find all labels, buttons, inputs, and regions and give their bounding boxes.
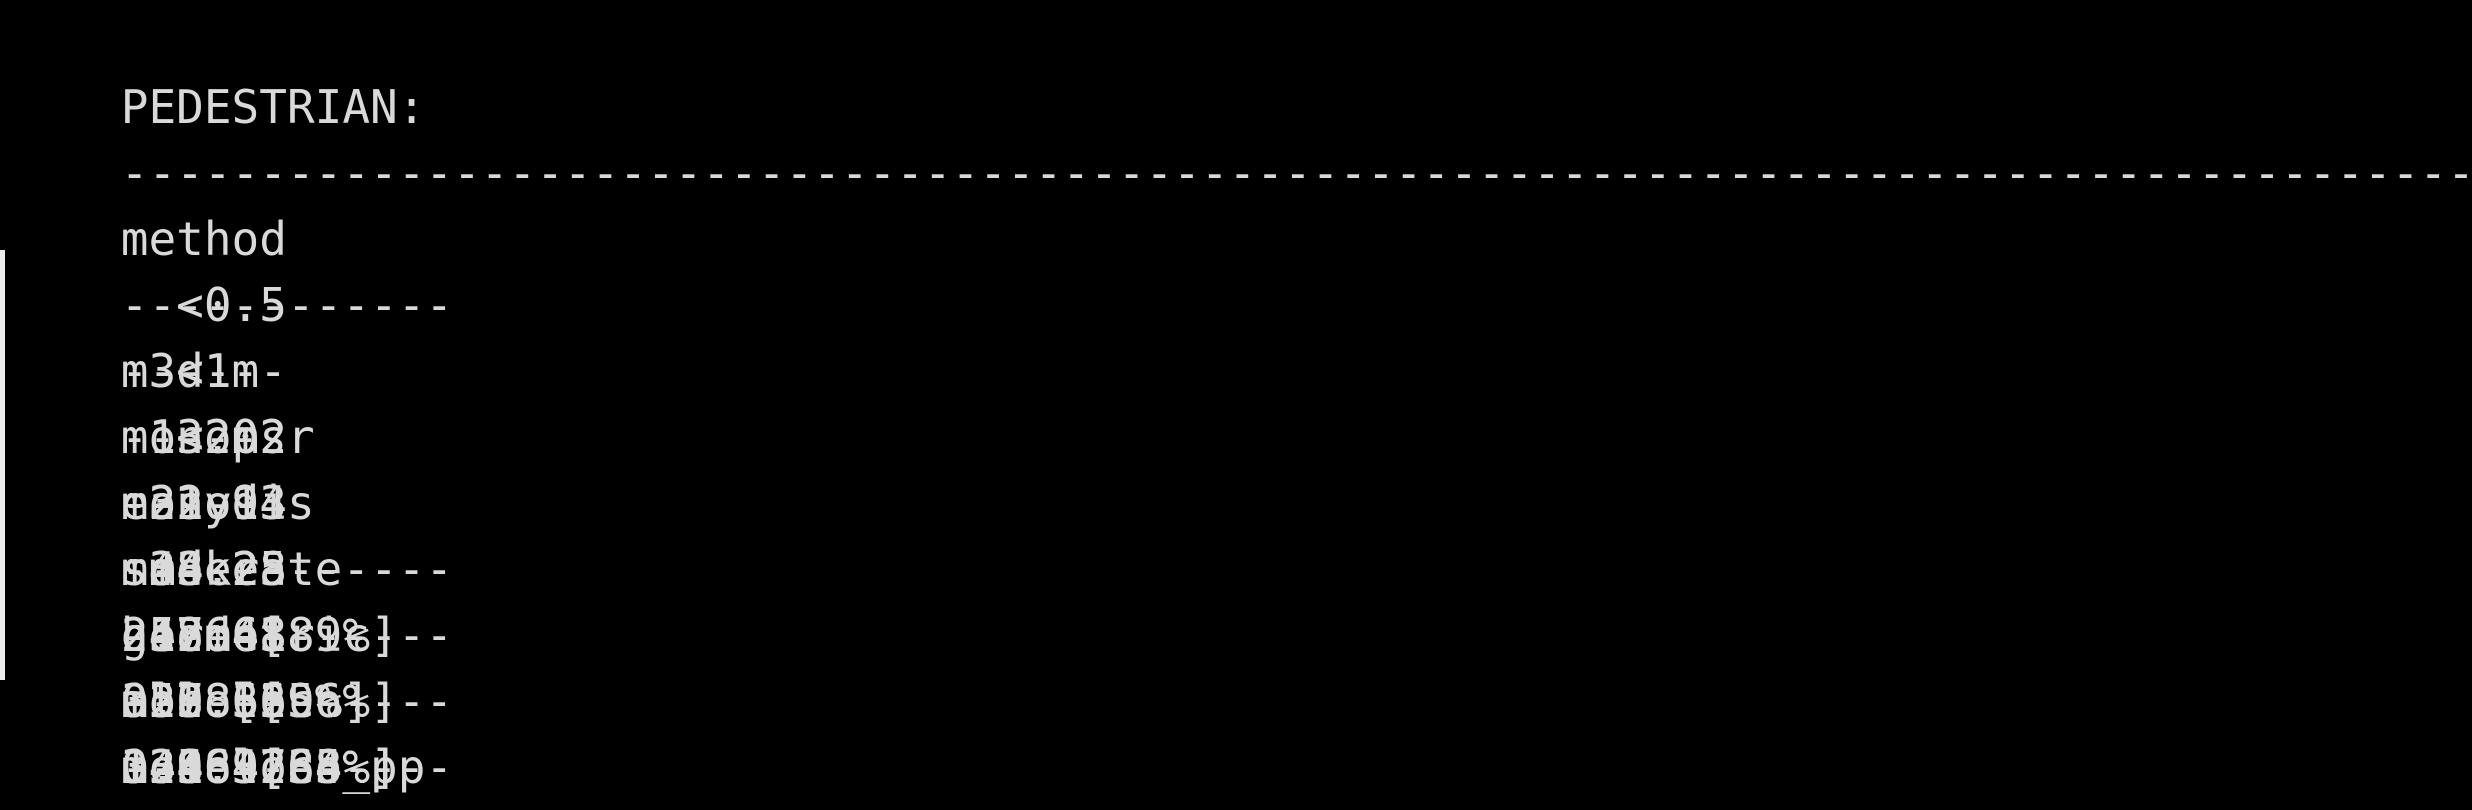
separator-moderate: ------------	[120, 608, 454, 662]
cell-lt2m: 38.28	[148, 542, 287, 596]
cell-lt05: 33.2	[148, 542, 260, 596]
top-separator-line: ----------------------------------------…	[10, 74, 2472, 200]
column-separator-row: ------------ ------ ----- ----- --------…	[10, 206, 508, 794]
cell-lt1m: 43.37	[121, 800, 286, 810]
cell-method: monopsr	[120, 410, 315, 464]
cell-lt05: 25.3	[148, 740, 260, 794]
cell-all: 2.62 [69%]	[121, 800, 453, 810]
table-row: task_error 47.14 61.31 68.07 0.46 [89%] …	[10, 734, 508, 810]
separator-lt2m: -----	[120, 476, 260, 530]
cell-moderate: 1.26 [64%]	[121, 800, 453, 810]
table-row: monoloco 25.3 43.37 60.52 0.95 [89%] 0.9…	[10, 602, 508, 810]
table-header-row: method <0.5 <1m <2m easy moderate hard a…	[10, 140, 508, 728]
selection-bar	[0, 250, 5, 680]
cell-lt05: 31.14	[148, 476, 287, 530]
cell-method: monoloco_pp	[120, 740, 426, 794]
table-title: PEDESTRIAN:	[10, 8, 426, 134]
table-row: monodis 33.2 47.63 57.63 0.66 [85%] 1.26…	[10, 404, 508, 810]
header-easy: easy	[120, 476, 232, 530]
cell-method: geometric	[120, 608, 371, 662]
cell-easy: 0.75 [59%]	[121, 800, 453, 810]
table-row: monoloco_pp 37.36 53.15 63.59 0.69 [90%]…	[10, 668, 508, 810]
cell-lt1m: 47.63	[148, 608, 287, 662]
cell-easy: 0.88 [96%]	[120, 674, 398, 728]
cell-easy: 0.66 [85%]	[120, 740, 398, 794]
separator-method: ------------	[120, 278, 454, 332]
cell-easy: 2.26 [89%]	[120, 608, 398, 662]
cell-method: monodis	[120, 476, 315, 530]
cell-moderate: 1.86 [68%]	[120, 740, 398, 794]
table-row: m3d 13.02 22.93 38.28 2.26 [89%] 3.0 [65…	[10, 272, 508, 810]
header-all: all	[120, 674, 204, 728]
separator-hard: ------------	[120, 674, 454, 728]
header-lt2m: <2m	[176, 410, 260, 464]
cell-lt2m: 59.42	[121, 800, 286, 810]
cell-lt2m: 57.63	[148, 674, 287, 728]
cell-method: smoke	[120, 542, 260, 596]
cell-lt05: 18.68	[148, 608, 287, 662]
cell-method: m3d	[120, 344, 204, 398]
cell-lt05: 13.02	[148, 410, 287, 464]
header-hard: hard	[120, 608, 232, 662]
top-separator-dashes: ----------------------------------------…	[120, 146, 2472, 200]
header-moderate: moderate	[120, 542, 343, 596]
separator-lt05: ------	[120, 344, 287, 398]
table-title-text: PEDESTRIAN:	[120, 80, 426, 134]
separator-all: ------------	[120, 740, 454, 794]
cell-hard: 3.98 [34%]	[120, 740, 398, 794]
cell-lt2m: 34.47	[148, 740, 287, 794]
table-row: monopsr 31.14 44.25 57.41 0.88 [96%] 1.8…	[10, 338, 508, 810]
cell-lt05: 37.36	[121, 800, 286, 810]
table-row: geometric 23.55 41.92 59.42 1.05 [89%] 0…	[10, 536, 508, 810]
header-method: method	[120, 212, 287, 266]
separator-easy: ------------	[120, 542, 454, 596]
header-lt05: <0.5	[176, 278, 287, 332]
separator-lt1m: -----	[120, 410, 260, 464]
cell-lt2m: 57.41	[148, 608, 287, 662]
header-lt1m: <1m	[176, 344, 260, 398]
table-body: m3d 13.02 22.93 38.28 2.26 [89%] 3.0 [65…	[10, 272, 2472, 810]
cell-lt1m: 44.25	[148, 542, 287, 596]
cell-lt1m: 41.92	[148, 740, 287, 794]
table-row: smoke 18.68 27.32 34.47 0.75 [59%] 1.3 […	[10, 470, 508, 810]
cell-method: task_error	[121, 800, 453, 810]
cell-lt05: 23.55	[148, 674, 287, 728]
cell-method: monoloco	[120, 674, 343, 728]
cell-lt1m: 27.32	[148, 674, 287, 728]
cell-lt1m: 22.93	[148, 476, 287, 530]
cell-hard: 1.85 [16%]	[121, 800, 453, 810]
cell-moderate: 3.0 [65%]	[120, 674, 371, 728]
